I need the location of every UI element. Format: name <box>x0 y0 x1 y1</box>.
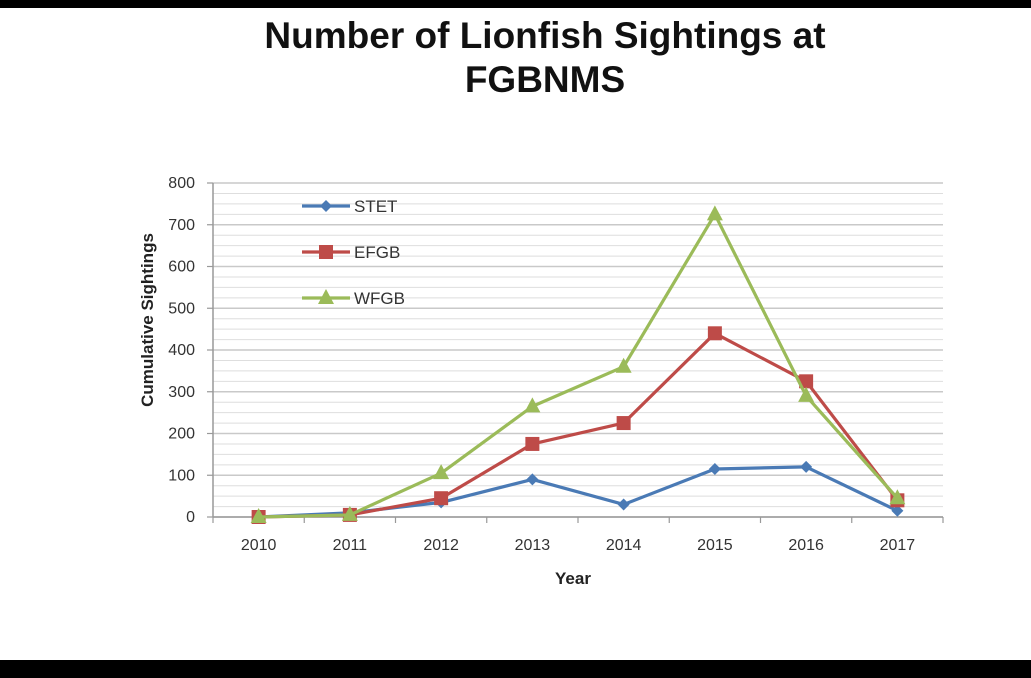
y-tick-label: 400 <box>168 342 195 359</box>
data-point-stet <box>526 473 539 486</box>
x-tick-label: 2015 <box>697 537 733 554</box>
x-tick-label: 2012 <box>423 537 459 554</box>
chart-title-line-1: Number of Lionfish Sightings at <box>264 15 826 56</box>
y-tick-label: 0 <box>186 509 195 526</box>
data-point-stet <box>800 460 813 473</box>
data-point-efgb <box>434 491 449 506</box>
data-point-stet <box>708 462 721 475</box>
x-axis-title: Year <box>555 569 591 588</box>
y-tick-label: 800 <box>168 175 195 192</box>
x-tick-label: 2010 <box>241 537 277 554</box>
x-tick-label: 2013 <box>515 537 551 554</box>
legend-label-efgb: EFGB <box>354 243 400 262</box>
y-tick-label: 100 <box>168 467 195 484</box>
x-tick-label: 2011 <box>333 537 368 554</box>
legend-item-wfgb: WFGB <box>302 289 405 308</box>
y-tick-label: 600 <box>168 259 195 276</box>
x-tick-label: 2014 <box>606 537 642 554</box>
series-efgb <box>251 326 905 524</box>
legend-marker-wfgb <box>318 289 334 304</box>
chart-frame <box>0 8 1031 660</box>
data-point-wfgb <box>524 397 541 413</box>
series-wfgb <box>250 205 906 523</box>
gridlines <box>213 182 943 518</box>
data-point-wfgb <box>798 386 815 402</box>
chart-title: Number of Lionfish Sightings at FGBNMS <box>0 14 1031 102</box>
data-point-wfgb <box>615 357 632 373</box>
series-line-efgb <box>258 331 899 519</box>
data-point-wfgb <box>706 205 723 221</box>
data-point-wfgb <box>341 505 358 521</box>
data-point-wfgb <box>889 489 906 505</box>
data-point-efgb <box>525 436 540 451</box>
legend: STET EFGB WFGB <box>302 197 405 308</box>
legend-label-wfgb: WFGB <box>354 289 405 308</box>
legend-marker-efgb <box>319 245 333 259</box>
y-tick-label: 200 <box>168 426 195 443</box>
data-point-stet <box>617 498 630 511</box>
x-tick-label: 2016 <box>788 537 824 554</box>
legend-item-efgb: EFGB <box>302 243 400 262</box>
data-point-efgb <box>799 374 814 389</box>
series <box>250 205 906 524</box>
y-tick-label: 300 <box>168 384 195 401</box>
series-line-wfgb <box>258 212 899 519</box>
data-point-efgb <box>616 416 631 431</box>
y-tick-label: 500 <box>168 300 195 317</box>
legend-item-stet: STET <box>302 197 397 216</box>
data-point-wfgb <box>250 508 267 523</box>
x-tick-label: 2017 <box>880 537 916 554</box>
y-axis-title: Cumulative Sightings <box>138 233 157 407</box>
axes: 0 100 200 300 400 500 600 700 800 2010 2011 2012 201… <box>168 175 944 554</box>
data-point-efgb <box>707 326 722 341</box>
data-point-wfgb <box>433 464 450 480</box>
legend-label-stet: STET <box>354 197 397 216</box>
y-tick-label: 700 <box>168 217 195 234</box>
data-point-stet <box>891 504 904 517</box>
chart-title-line-2: FGBNMS <box>464 59 626 100</box>
legend-marker-stet <box>320 200 332 212</box>
